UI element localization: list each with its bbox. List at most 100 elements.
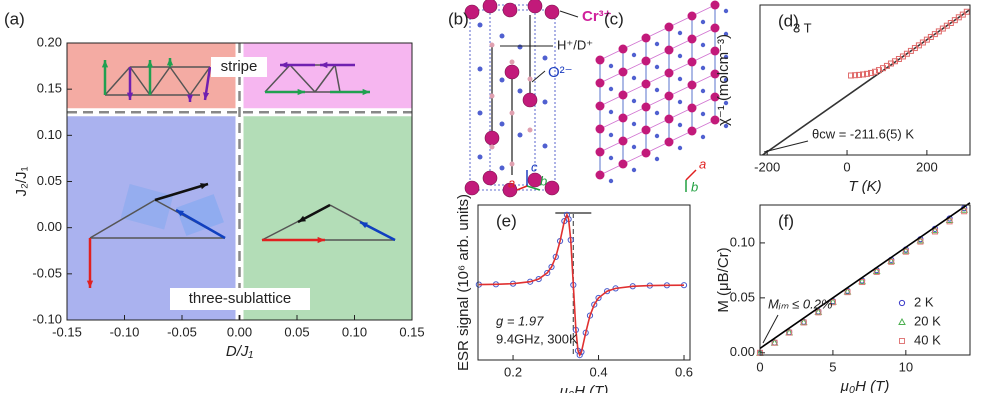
cr-atom xyxy=(504,64,520,80)
h-atom xyxy=(509,59,515,65)
o-atom xyxy=(677,53,683,59)
cr-atom xyxy=(502,2,518,18)
lattice-line xyxy=(289,64,316,93)
data-point xyxy=(887,256,896,264)
h-atom xyxy=(489,42,495,48)
lattice-line xyxy=(129,66,151,96)
cr-atom xyxy=(664,137,674,147)
h-atom xyxy=(509,110,515,116)
data-point xyxy=(888,258,895,265)
o-atom xyxy=(631,121,637,127)
cr-atom xyxy=(664,45,674,55)
x-tick-label: 0.10 xyxy=(342,324,367,339)
cr-atom xyxy=(641,125,651,135)
y-axis-label: χ⁻¹ (molcm⁻³) xyxy=(715,34,732,126)
lattice-line xyxy=(104,66,131,96)
o-atom xyxy=(700,88,706,94)
plot-frame xyxy=(759,4,971,156)
axis-label: b xyxy=(691,179,698,194)
o-atom xyxy=(677,99,683,105)
y-tick-label: 0.00 xyxy=(730,344,755,359)
y-tick-label: 0.05 xyxy=(37,173,62,188)
data-point xyxy=(548,263,555,271)
data-point xyxy=(829,299,836,306)
data-point xyxy=(843,287,852,295)
lattice-line xyxy=(189,66,211,96)
y-tick-label: -0.10 xyxy=(32,311,62,326)
o-atom xyxy=(700,65,706,71)
cr-atom xyxy=(710,115,720,125)
x-tick-label: 5 xyxy=(829,359,836,374)
cr-atom xyxy=(464,4,480,20)
data-point xyxy=(859,279,866,286)
data-point xyxy=(844,289,851,296)
legend-marker xyxy=(899,338,905,344)
o-atom xyxy=(631,52,637,58)
panel-label: (f) xyxy=(778,211,794,230)
spin-arrowhead xyxy=(297,88,305,96)
o-atom xyxy=(517,44,523,50)
cr-atom xyxy=(482,170,498,186)
o-atom xyxy=(654,156,660,162)
cr-atom xyxy=(544,180,560,196)
axis-label: a xyxy=(699,156,706,171)
x-axis-label: T (K) xyxy=(848,178,881,195)
cr-atom xyxy=(618,113,628,123)
o-atom xyxy=(723,54,729,60)
cr-atom xyxy=(687,103,697,113)
o-atom xyxy=(654,87,660,93)
y-tick-label: 0.20 xyxy=(37,34,62,49)
cr-atom xyxy=(664,91,674,101)
x-tick-label: 0 xyxy=(843,159,850,174)
annotation: θcw = -211.6(5) K xyxy=(812,126,914,141)
label-box xyxy=(211,57,267,77)
o-atom xyxy=(631,98,637,104)
o-atom xyxy=(631,144,637,150)
data-point xyxy=(591,301,598,308)
cr-atom xyxy=(641,102,651,112)
o-atom xyxy=(477,22,483,28)
legend-label: 20 K xyxy=(914,313,941,328)
y-axis-label: M (μB/Cr) xyxy=(715,247,732,312)
o-atom xyxy=(700,134,706,140)
cr-atom xyxy=(464,180,480,196)
legend-marker xyxy=(898,299,906,307)
o-atom xyxy=(499,77,505,83)
h-label: H⁺/D⁺ xyxy=(557,37,593,52)
data-point xyxy=(829,297,837,305)
region-label: three-sublattice xyxy=(189,290,292,307)
data-point xyxy=(771,339,778,346)
x-tick-label: 0.2 xyxy=(504,364,522,379)
cr-atom xyxy=(641,33,651,43)
cr-atom xyxy=(482,0,498,14)
h-atom xyxy=(527,76,533,82)
rotation-plane xyxy=(176,194,224,236)
crystal-structures xyxy=(464,0,729,198)
axis-label: b xyxy=(540,173,547,188)
cr-atom xyxy=(618,136,628,146)
h-atom xyxy=(527,127,533,133)
data-point xyxy=(786,329,793,336)
cr-atom xyxy=(527,172,543,188)
legend-label: 2 K xyxy=(914,294,934,309)
spin-arrowhead xyxy=(126,92,134,100)
pointer xyxy=(762,314,779,344)
cr-atom xyxy=(595,147,605,157)
x-tick-label: 0.4 xyxy=(589,364,607,379)
data-point xyxy=(871,68,878,75)
o-atom xyxy=(608,132,614,138)
h-atom xyxy=(489,93,495,99)
spin-arrowhead xyxy=(186,94,194,102)
lattice-line xyxy=(175,208,226,240)
o-atom xyxy=(608,86,614,92)
lattice-line xyxy=(314,64,336,93)
axis-label: a xyxy=(508,175,515,190)
o-atom xyxy=(608,155,614,161)
spin-arrowhead xyxy=(200,183,208,190)
h-atom xyxy=(509,161,515,167)
o-atom xyxy=(654,110,660,116)
data-point xyxy=(544,269,551,277)
y-tick-label: 0.00 xyxy=(37,219,62,234)
cr-atom xyxy=(484,130,500,146)
